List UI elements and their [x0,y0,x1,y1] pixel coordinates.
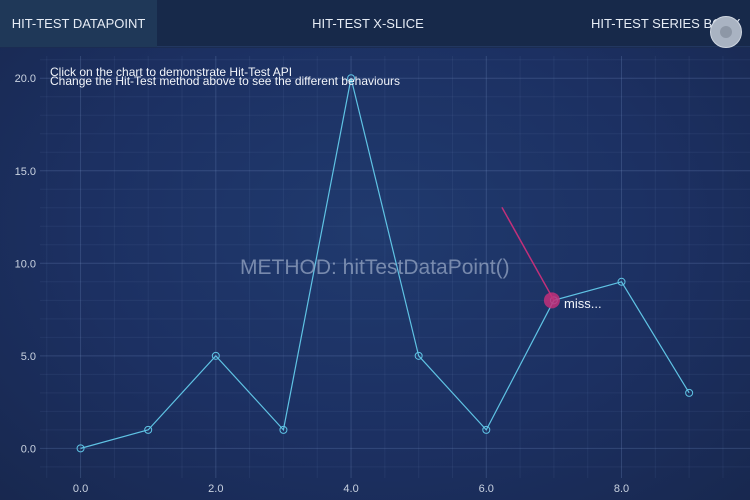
tab-hit-test-series-body[interactable]: HIT-TEST SERIES BODY [591,16,741,31]
instruction-line-2: Change the Hit-Test method above to see … [50,74,400,88]
data-point [414,351,423,360]
y-tick-label: 10.0 [15,258,36,270]
series-line [80,78,690,449]
data-point [347,74,356,83]
data-point [211,351,220,360]
data-point [144,425,153,434]
x-tick-label: 6.0 [479,483,494,495]
data-point [617,277,626,286]
hit-result-label: miss... [564,296,602,311]
chart-surface[interactable] [0,48,750,500]
hit-indicator-line [501,206,555,301]
data-point [279,425,288,434]
hit-test-tabs: HIT-TEST DATAPOINT HIT-TEST X-SLICE HIT-… [0,0,750,47]
x-tick-label: 2.0 [208,483,223,495]
x-tick-label: 0.0 [73,483,88,495]
x-tick-label: 4.0 [343,483,358,495]
method-watermark: METHOD: hitTestDataPoint() [240,256,510,279]
y-tick-label: 15.0 [15,166,36,178]
instruction-line-1: Click on the chart to demonstrate Hit-Te… [50,65,293,79]
data-point [482,425,491,434]
x-tick-label: 8.0 [614,483,629,495]
y-tick-label: 5.0 [21,351,36,363]
data-point [685,388,694,397]
tab-hit-test-x-slice[interactable]: HIT-TEST X-SLICE [312,16,424,31]
hit-marker [543,292,560,309]
tab-hit-test-datapoint[interactable]: HIT-TEST DATAPOINT [0,0,157,47]
y-tick-label: 20.0 [15,73,36,85]
data-point [76,444,85,453]
y-tick-label: 0.0 [21,443,36,455]
scroll-handle-icon[interactable] [710,16,742,48]
